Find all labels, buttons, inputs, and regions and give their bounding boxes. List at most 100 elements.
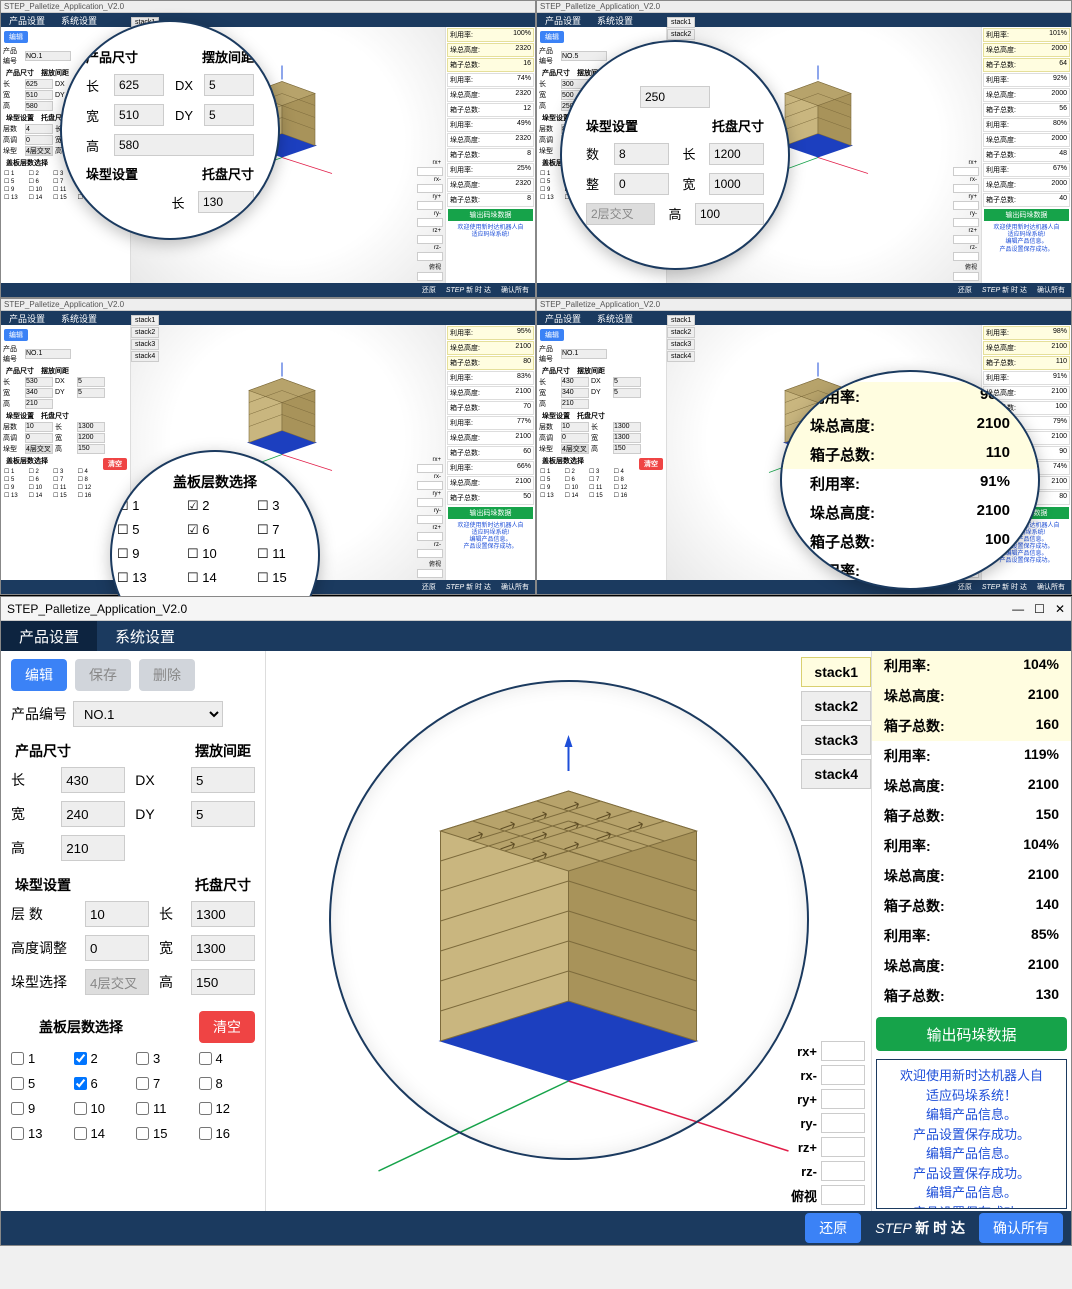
stat-row: 垛总高度:2100 bbox=[872, 681, 1071, 711]
main-window: STEP_Palletize_Application_V2.0 — ☐ ✕ 产品… bbox=[0, 596, 1072, 1246]
bottom-bar: 还原 STEP 新 时 达 确认所有 bbox=[1, 1211, 1071, 1245]
bubble-dy[interactable] bbox=[204, 104, 254, 126]
bubble2-tlen[interactable] bbox=[709, 143, 764, 165]
bird-view[interactable] bbox=[821, 1185, 865, 1205]
rotate-controls: rx+ rx- ry+ ry- rz+ rz- 俯视 bbox=[787, 1041, 865, 1205]
bubble-cover-grid: 12356791011131415 bbox=[128, 498, 302, 586]
axis-x bbox=[569, 1081, 789, 1151]
tray-len-input[interactable] bbox=[191, 901, 255, 927]
stat-row: 垛总高度:2100 bbox=[872, 771, 1071, 801]
stat-row: 垛总高度:2100 bbox=[872, 951, 1071, 981]
cover-check-6[interactable]: 6 bbox=[74, 1076, 131, 1091]
bubble-dx[interactable] bbox=[204, 74, 254, 96]
left-panel: 编辑 保存 删除 产品编号 NO.1 产品尺寸摆放间距 长 DX 宽 DY 高 … bbox=[1, 651, 266, 1211]
rz-minus[interactable] bbox=[821, 1161, 865, 1181]
stack-tab-stack4[interactable]: stack4 bbox=[801, 759, 871, 789]
bubble2-twid[interactable] bbox=[709, 173, 764, 195]
cover-check-16[interactable]: 16 bbox=[199, 1126, 256, 1141]
cover-check-9[interactable]: 9 bbox=[11, 1101, 68, 1116]
zoom-bubble-stats: 利用率:98%垛总高度:2100箱子总数:110利用率:91%垛总高度:2100… bbox=[780, 370, 1040, 590]
stat-row: 箱子总数:140 bbox=[872, 891, 1071, 921]
stat-row: 箱子总数:160 bbox=[872, 711, 1071, 741]
cover-check-8[interactable]: 8 bbox=[199, 1076, 256, 1091]
stat-row: 箱子总数:130 bbox=[872, 981, 1071, 1011]
delete-button[interactable]: 删除 bbox=[139, 659, 195, 691]
rx-plus[interactable] bbox=[821, 1041, 865, 1061]
tray-hgt-input[interactable] bbox=[191, 969, 255, 995]
save-button[interactable]: 保存 bbox=[75, 659, 131, 691]
rz-plus[interactable] bbox=[821, 1137, 865, 1157]
minimize-icon[interactable]: — bbox=[1012, 602, 1024, 616]
wid-input[interactable] bbox=[61, 801, 125, 827]
bubble-len[interactable] bbox=[114, 74, 164, 96]
stat-row: 利用率:119% bbox=[872, 741, 1071, 771]
zoom-bubble-tray: 垛型设置托盘尺寸 数长 整宽 高 bbox=[560, 40, 790, 270]
product-no-label: 产品编号 bbox=[11, 704, 67, 724]
bubble-wid[interactable] bbox=[114, 104, 164, 126]
tab-product[interactable]: 产品设置 bbox=[1, 621, 97, 651]
stat-row: 利用率:104% bbox=[872, 831, 1071, 861]
cover-check-13[interactable]: 13 bbox=[11, 1126, 68, 1141]
product-no-select[interactable]: NO.1 bbox=[73, 701, 223, 727]
confirm-all-button[interactable]: 确认所有 bbox=[979, 1213, 1063, 1243]
stack-tabs: stack1 stack2 stack3 stack4 bbox=[801, 657, 871, 793]
brand: STEP 新 时 达 bbox=[869, 1218, 971, 1238]
app-title: STEP_Palletize_Application_V2.0 bbox=[7, 602, 187, 616]
cover-checks: 12345678910111213141516 bbox=[11, 1051, 255, 1141]
cover-check-5[interactable]: 5 bbox=[11, 1076, 68, 1091]
tray-wid-input[interactable] bbox=[191, 935, 255, 961]
center-3d-view[interactable]: stack1 stack2 stack3 stack4 bbox=[266, 651, 871, 1211]
stype-input bbox=[85, 969, 149, 995]
cover-check-4[interactable]: 4 bbox=[199, 1051, 256, 1066]
stat-row: 垛总高度:2100 bbox=[872, 861, 1071, 891]
tab-system[interactable]: 系统设置 bbox=[97, 621, 193, 651]
cover-title: 盖板层数选择 bbox=[39, 1017, 123, 1037]
right-panel: 利用率:104%垛总高度:2100箱子总数:160利用率:119%垛总高度:21… bbox=[871, 651, 1071, 1211]
close-icon[interactable]: ✕ bbox=[1055, 602, 1065, 616]
thumbnail-grid: STEP_Palletize_Application_V2.0 产品设置系统设置… bbox=[0, 0, 1072, 596]
hgt-input[interactable] bbox=[61, 835, 125, 861]
ry-minus[interactable] bbox=[821, 1113, 865, 1133]
stat-row: 利用率:85% bbox=[872, 921, 1071, 951]
dy-input[interactable] bbox=[191, 801, 255, 827]
maximize-icon[interactable]: ☐ bbox=[1034, 602, 1045, 616]
output-button[interactable]: 输出码垛数据 bbox=[876, 1017, 1067, 1051]
layers-input[interactable] bbox=[85, 901, 149, 927]
axis-y bbox=[379, 1081, 569, 1171]
cover-check-7[interactable]: 7 bbox=[136, 1076, 193, 1091]
title-bar: STEP_Palletize_Application_V2.0 — ☐ ✕ bbox=[1, 597, 1071, 621]
cover-check-12[interactable]: 12 bbox=[199, 1101, 256, 1116]
stat-row: 箱子总数:150 bbox=[872, 801, 1071, 831]
cover-check-2[interactable]: 2 bbox=[74, 1051, 131, 1066]
cover-check-1[interactable]: 1 bbox=[11, 1051, 68, 1066]
cover-check-14[interactable]: 14 bbox=[74, 1126, 131, 1141]
cover-check-3[interactable]: 3 bbox=[136, 1051, 193, 1066]
rx-minus[interactable] bbox=[821, 1065, 865, 1085]
bubble2-top[interactable] bbox=[640, 86, 710, 108]
bubble2-scheme bbox=[586, 203, 655, 225]
cover-check-10[interactable]: 10 bbox=[74, 1101, 131, 1116]
stack-tab-stack1[interactable]: stack1 bbox=[801, 657, 871, 687]
stack-tab-stack3[interactable]: stack3 bbox=[801, 725, 871, 755]
bubble2-thgt[interactable] bbox=[695, 203, 764, 225]
stat-row: 利用率:104% bbox=[872, 651, 1071, 681]
bubble-hgt[interactable] bbox=[114, 134, 254, 156]
bubble2-count[interactable] bbox=[614, 143, 669, 165]
restore-button[interactable]: 还原 bbox=[805, 1213, 861, 1243]
stack-tab-stack2[interactable]: stack2 bbox=[801, 691, 871, 721]
bubble-tray-len[interactable] bbox=[198, 191, 254, 213]
message-log: 欢迎使用新时达机器人自适应码垛系统！编辑产品信息。产品设置保存成功。编辑产品信息… bbox=[876, 1059, 1067, 1209]
hadj-input[interactable] bbox=[85, 935, 149, 961]
len-input[interactable] bbox=[61, 767, 125, 793]
stats-list: 利用率:104%垛总高度:2100箱子总数:160利用率:119%垛总高度:21… bbox=[872, 651, 1071, 1011]
main-tabs: 产品设置 系统设置 bbox=[1, 621, 1071, 651]
edit-button[interactable]: 编辑 bbox=[11, 659, 67, 691]
dx-input[interactable] bbox=[191, 767, 255, 793]
clear-button[interactable]: 清空 bbox=[199, 1011, 255, 1043]
pallet-scene bbox=[266, 651, 871, 1211]
ry-plus[interactable] bbox=[821, 1089, 865, 1109]
zoom-bubble-product-size: 产品尺寸摆放间距 长DX 宽DY 高 垛型设置托盘尺寸 长 bbox=[60, 20, 280, 240]
cover-check-15[interactable]: 15 bbox=[136, 1126, 193, 1141]
cover-check-11[interactable]: 11 bbox=[136, 1101, 193, 1116]
bubble2-adj[interactable] bbox=[614, 173, 669, 195]
